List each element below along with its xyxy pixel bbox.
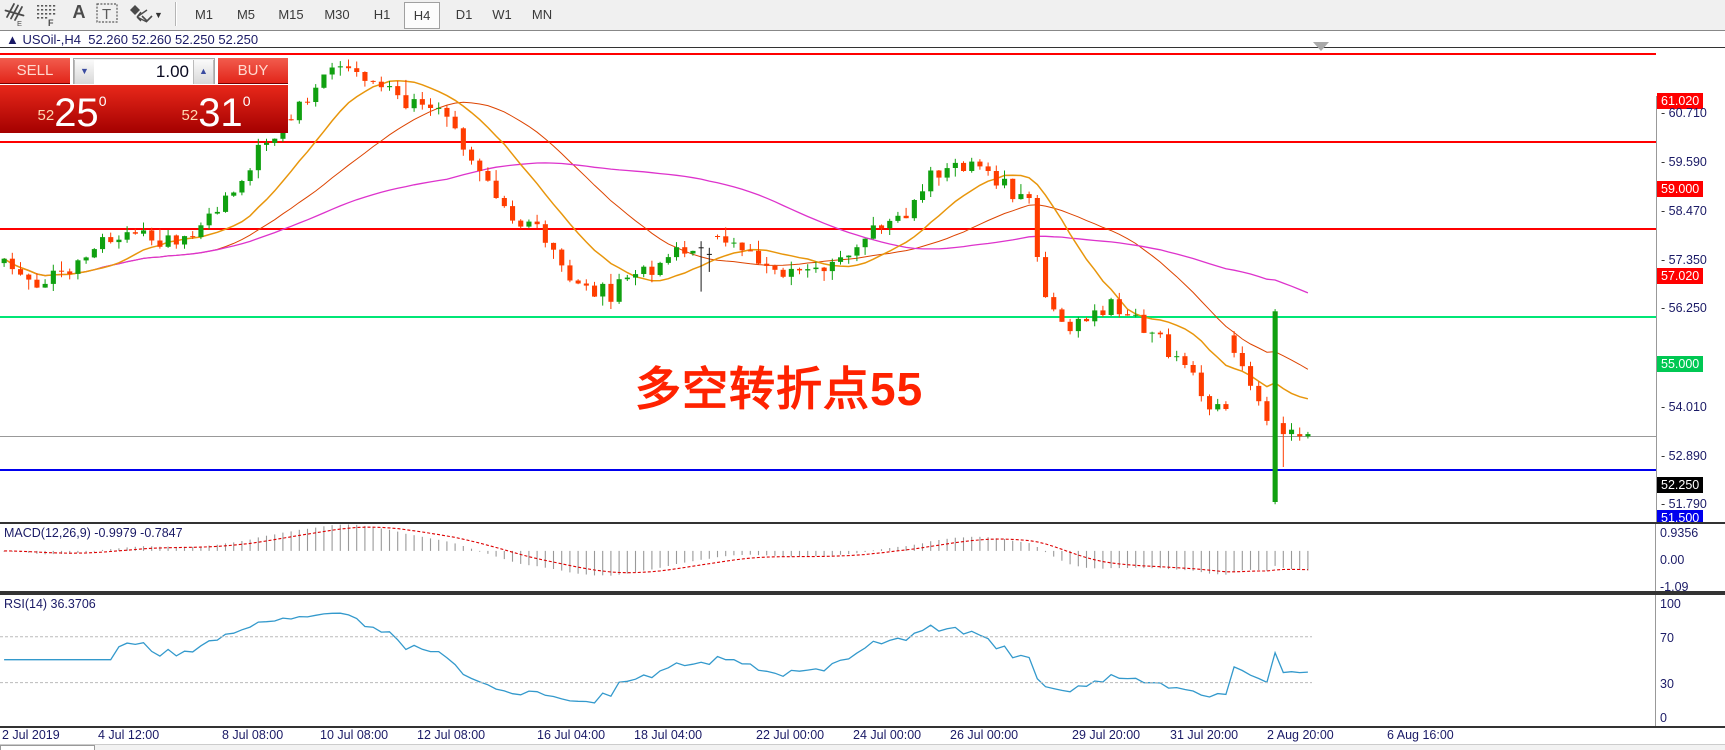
svg-text:T: T xyxy=(102,6,111,23)
svg-text:F: F xyxy=(48,18,54,28)
svg-text:E: E xyxy=(17,19,22,28)
